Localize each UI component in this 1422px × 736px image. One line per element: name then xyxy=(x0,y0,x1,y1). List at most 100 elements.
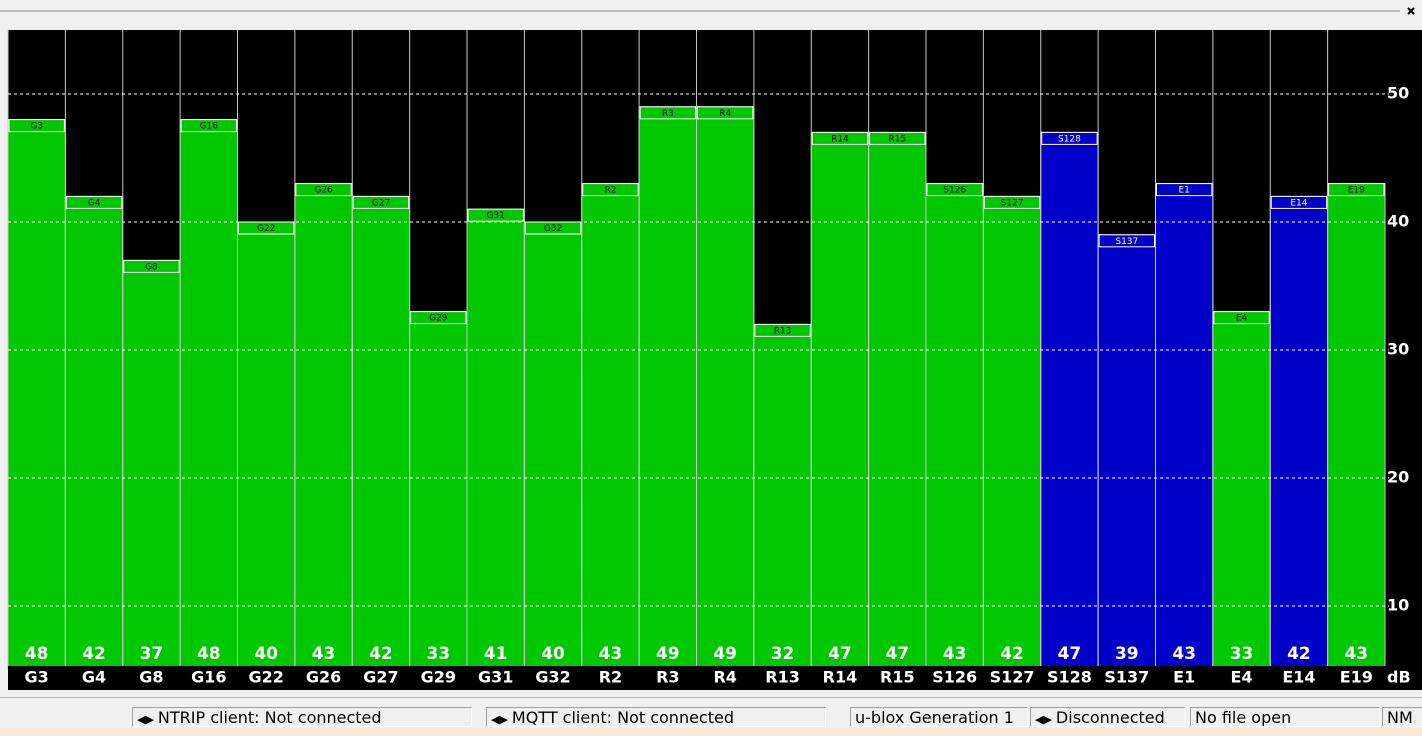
bar-label-box xyxy=(524,221,582,235)
bar-label: E19 xyxy=(1348,186,1365,196)
x-tick-label: G32 xyxy=(535,668,570,687)
label-strip xyxy=(8,666,1422,690)
bar-label: G31 xyxy=(486,211,504,221)
value-label: 49 xyxy=(713,644,737,664)
bar-label: G26 xyxy=(314,186,333,196)
value-label: 47 xyxy=(885,644,909,664)
bar-label-box xyxy=(8,119,65,133)
x-tick-label: G26 xyxy=(306,668,341,687)
bar-label-box xyxy=(1156,183,1213,197)
ntrip-status[interactable]: ◀▶ NTRIP client: Not connected xyxy=(132,707,472,727)
bar-label-box xyxy=(1098,234,1155,248)
bar-label: E1 xyxy=(1178,186,1189,196)
x-tick-label: R3 xyxy=(656,668,679,687)
bar-label: G22 xyxy=(257,224,275,234)
bar xyxy=(581,183,640,671)
bar xyxy=(64,195,124,671)
bar-label: G4 xyxy=(88,198,101,208)
bar-label-box xyxy=(410,311,467,325)
status-text: NM xyxy=(1387,708,1413,727)
status-text: MQTT client: Not connected xyxy=(511,708,734,727)
value-label: 49 xyxy=(656,644,680,664)
bar xyxy=(237,221,296,671)
bar xyxy=(7,119,66,671)
x-tick-label: E1 xyxy=(1173,668,1195,687)
bar-label-box xyxy=(869,131,926,145)
bar-label: R3 xyxy=(662,109,674,119)
value-label: 47 xyxy=(828,644,852,664)
bar-label-box xyxy=(983,195,1041,209)
x-tick-label: G16 xyxy=(191,668,226,687)
x-tick-label: R15 xyxy=(880,668,915,687)
connection-status[interactable]: ◀▶ Disconnected xyxy=(1030,707,1185,727)
bar-label: G16 xyxy=(200,122,219,132)
bar-label-box xyxy=(352,195,410,209)
bar xyxy=(122,259,181,671)
bar xyxy=(925,183,984,671)
x-tick-label: G22 xyxy=(248,668,283,687)
status-bar: ◀▶ NTRIP client: Not connected ◀▶ MQTT cli… xyxy=(0,697,1422,736)
receiver-status: u-blox Generation 1 xyxy=(850,707,1028,727)
bar xyxy=(638,106,697,671)
x-tick-label: S137 xyxy=(1104,668,1149,687)
bar-label-box xyxy=(123,259,180,273)
x-tick-label: R4 xyxy=(713,668,736,687)
close-button[interactable] xyxy=(1407,7,1415,15)
nmea-status: NM xyxy=(1382,707,1422,727)
bar-label-box xyxy=(1270,195,1328,209)
mqtt-status[interactable]: ◀▶ MQTT client: Not connected xyxy=(486,707,826,727)
bar xyxy=(1327,183,1386,671)
y-tick-label: 40 xyxy=(1387,212,1409,231)
bar xyxy=(351,195,411,671)
x-tick-label: G3 xyxy=(25,668,49,687)
value-label: 37 xyxy=(140,644,164,664)
value-label: 42 xyxy=(1287,644,1311,664)
y-unit-label: dB xyxy=(1387,668,1411,687)
status-text: No file open xyxy=(1195,708,1292,727)
bar-label: G8 xyxy=(145,262,158,272)
bar-label: S126 xyxy=(943,186,966,196)
value-label: 43 xyxy=(943,644,967,664)
bar xyxy=(179,119,238,671)
bar-label-box xyxy=(582,183,639,197)
bar-label: S128 xyxy=(1058,134,1081,144)
value-label: 33 xyxy=(426,644,450,664)
bar-label: R14 xyxy=(831,134,849,144)
x-tick-label: G27 xyxy=(363,668,398,687)
x-tick-label: R14 xyxy=(823,668,858,687)
value-label: 43 xyxy=(1344,644,1368,664)
y-tick-label: 10 xyxy=(1387,596,1409,615)
bar-label: R13 xyxy=(774,326,792,336)
x-tick-label: S126 xyxy=(932,668,977,687)
bar-label-box xyxy=(1328,183,1385,197)
x-tick-label: R13 xyxy=(765,668,800,687)
value-label: 42 xyxy=(369,644,393,664)
bar-label-box xyxy=(1041,131,1098,145)
bar-label-box xyxy=(811,131,869,145)
bar xyxy=(466,208,525,671)
bar xyxy=(1269,195,1329,671)
bar xyxy=(1097,234,1156,671)
bar-label: E4 xyxy=(1236,314,1248,324)
value-label: 39 xyxy=(1115,644,1139,664)
value-label: 33 xyxy=(1230,644,1254,664)
x-tick-label: S128 xyxy=(1047,668,1092,687)
bar xyxy=(294,183,353,671)
chart: G3 G4 G8 G16 G22 G26 G27 G29 G31 G32 R2 R3 R4 R13 R14 R… xyxy=(0,7,1422,690)
bar xyxy=(810,131,870,671)
file-status: No file open xyxy=(1190,707,1380,727)
bar xyxy=(696,106,755,671)
bar-label: R4 xyxy=(719,109,731,119)
y-tick-label: 30 xyxy=(1387,340,1409,359)
x-tick-label: S127 xyxy=(990,668,1035,687)
bar-label: R2 xyxy=(604,186,616,196)
bar-label-box xyxy=(926,183,983,197)
value-label: 48 xyxy=(25,644,49,664)
bar-label: G32 xyxy=(544,224,562,234)
value-label: 40 xyxy=(254,644,278,664)
bar xyxy=(1212,311,1271,671)
bar-label: S137 xyxy=(1115,237,1138,247)
bar-label: G3 xyxy=(30,122,43,132)
bar-label-box xyxy=(467,208,524,222)
bar-label: S127 xyxy=(1001,198,1024,208)
